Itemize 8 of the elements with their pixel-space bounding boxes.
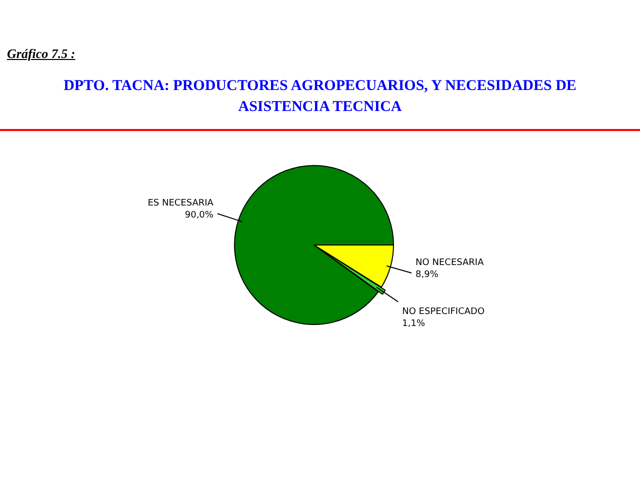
data-label: 90,0%: [184, 210, 214, 221]
text: Gráfico 7.5 :: [7, 46, 76, 62]
slice-label: NO ESPECIFICADO: [402, 306, 485, 317]
slice-label: ES NECESARIA: [148, 198, 214, 209]
slice-label: NO NECESARIA: [416, 258, 485, 268]
data-label: 1,1%: [402, 318, 426, 329]
data-label: 8,9%: [416, 270, 439, 280]
chart-title: DPTO. TACNA: PRODUCTORES AGROPECUARIOS, Y NECESIDADES DE ASISTENCIA TECNICA: [62, 77, 578, 117]
